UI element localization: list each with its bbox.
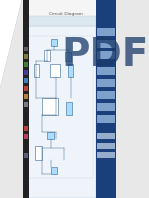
Bar xyxy=(42,98,58,115)
Bar xyxy=(97,67,115,75)
Bar xyxy=(65,52,71,61)
Bar xyxy=(51,39,57,46)
Bar xyxy=(24,102,28,107)
Text: Circuit Diagram: Circuit Diagram xyxy=(49,12,83,16)
Bar xyxy=(47,132,54,139)
Bar xyxy=(96,0,116,198)
Bar xyxy=(35,146,42,160)
Bar xyxy=(97,79,115,87)
Bar xyxy=(34,64,39,77)
Bar xyxy=(24,78,28,83)
Bar xyxy=(97,133,115,139)
Bar xyxy=(25,16,96,26)
Bar xyxy=(23,0,29,198)
Bar xyxy=(97,28,115,36)
Bar xyxy=(97,51,115,59)
Bar xyxy=(24,94,28,99)
Bar xyxy=(24,126,28,131)
Bar xyxy=(24,47,28,51)
Bar xyxy=(66,102,72,115)
Bar xyxy=(44,50,50,61)
Bar xyxy=(97,103,115,111)
Bar xyxy=(25,26,96,198)
Bar xyxy=(24,153,28,158)
Polygon shape xyxy=(0,0,22,89)
Bar xyxy=(24,62,28,67)
Bar xyxy=(24,134,28,139)
Text: PDF: PDF xyxy=(62,36,149,74)
Bar xyxy=(97,152,115,158)
Bar xyxy=(97,40,115,48)
Bar xyxy=(24,86,28,91)
Bar xyxy=(50,64,60,77)
Bar xyxy=(24,70,28,75)
Bar xyxy=(68,64,73,77)
Bar xyxy=(97,115,115,123)
Bar xyxy=(25,0,96,198)
Bar xyxy=(97,91,115,99)
Bar xyxy=(24,54,28,59)
Bar xyxy=(97,143,115,148)
Bar xyxy=(51,167,57,174)
